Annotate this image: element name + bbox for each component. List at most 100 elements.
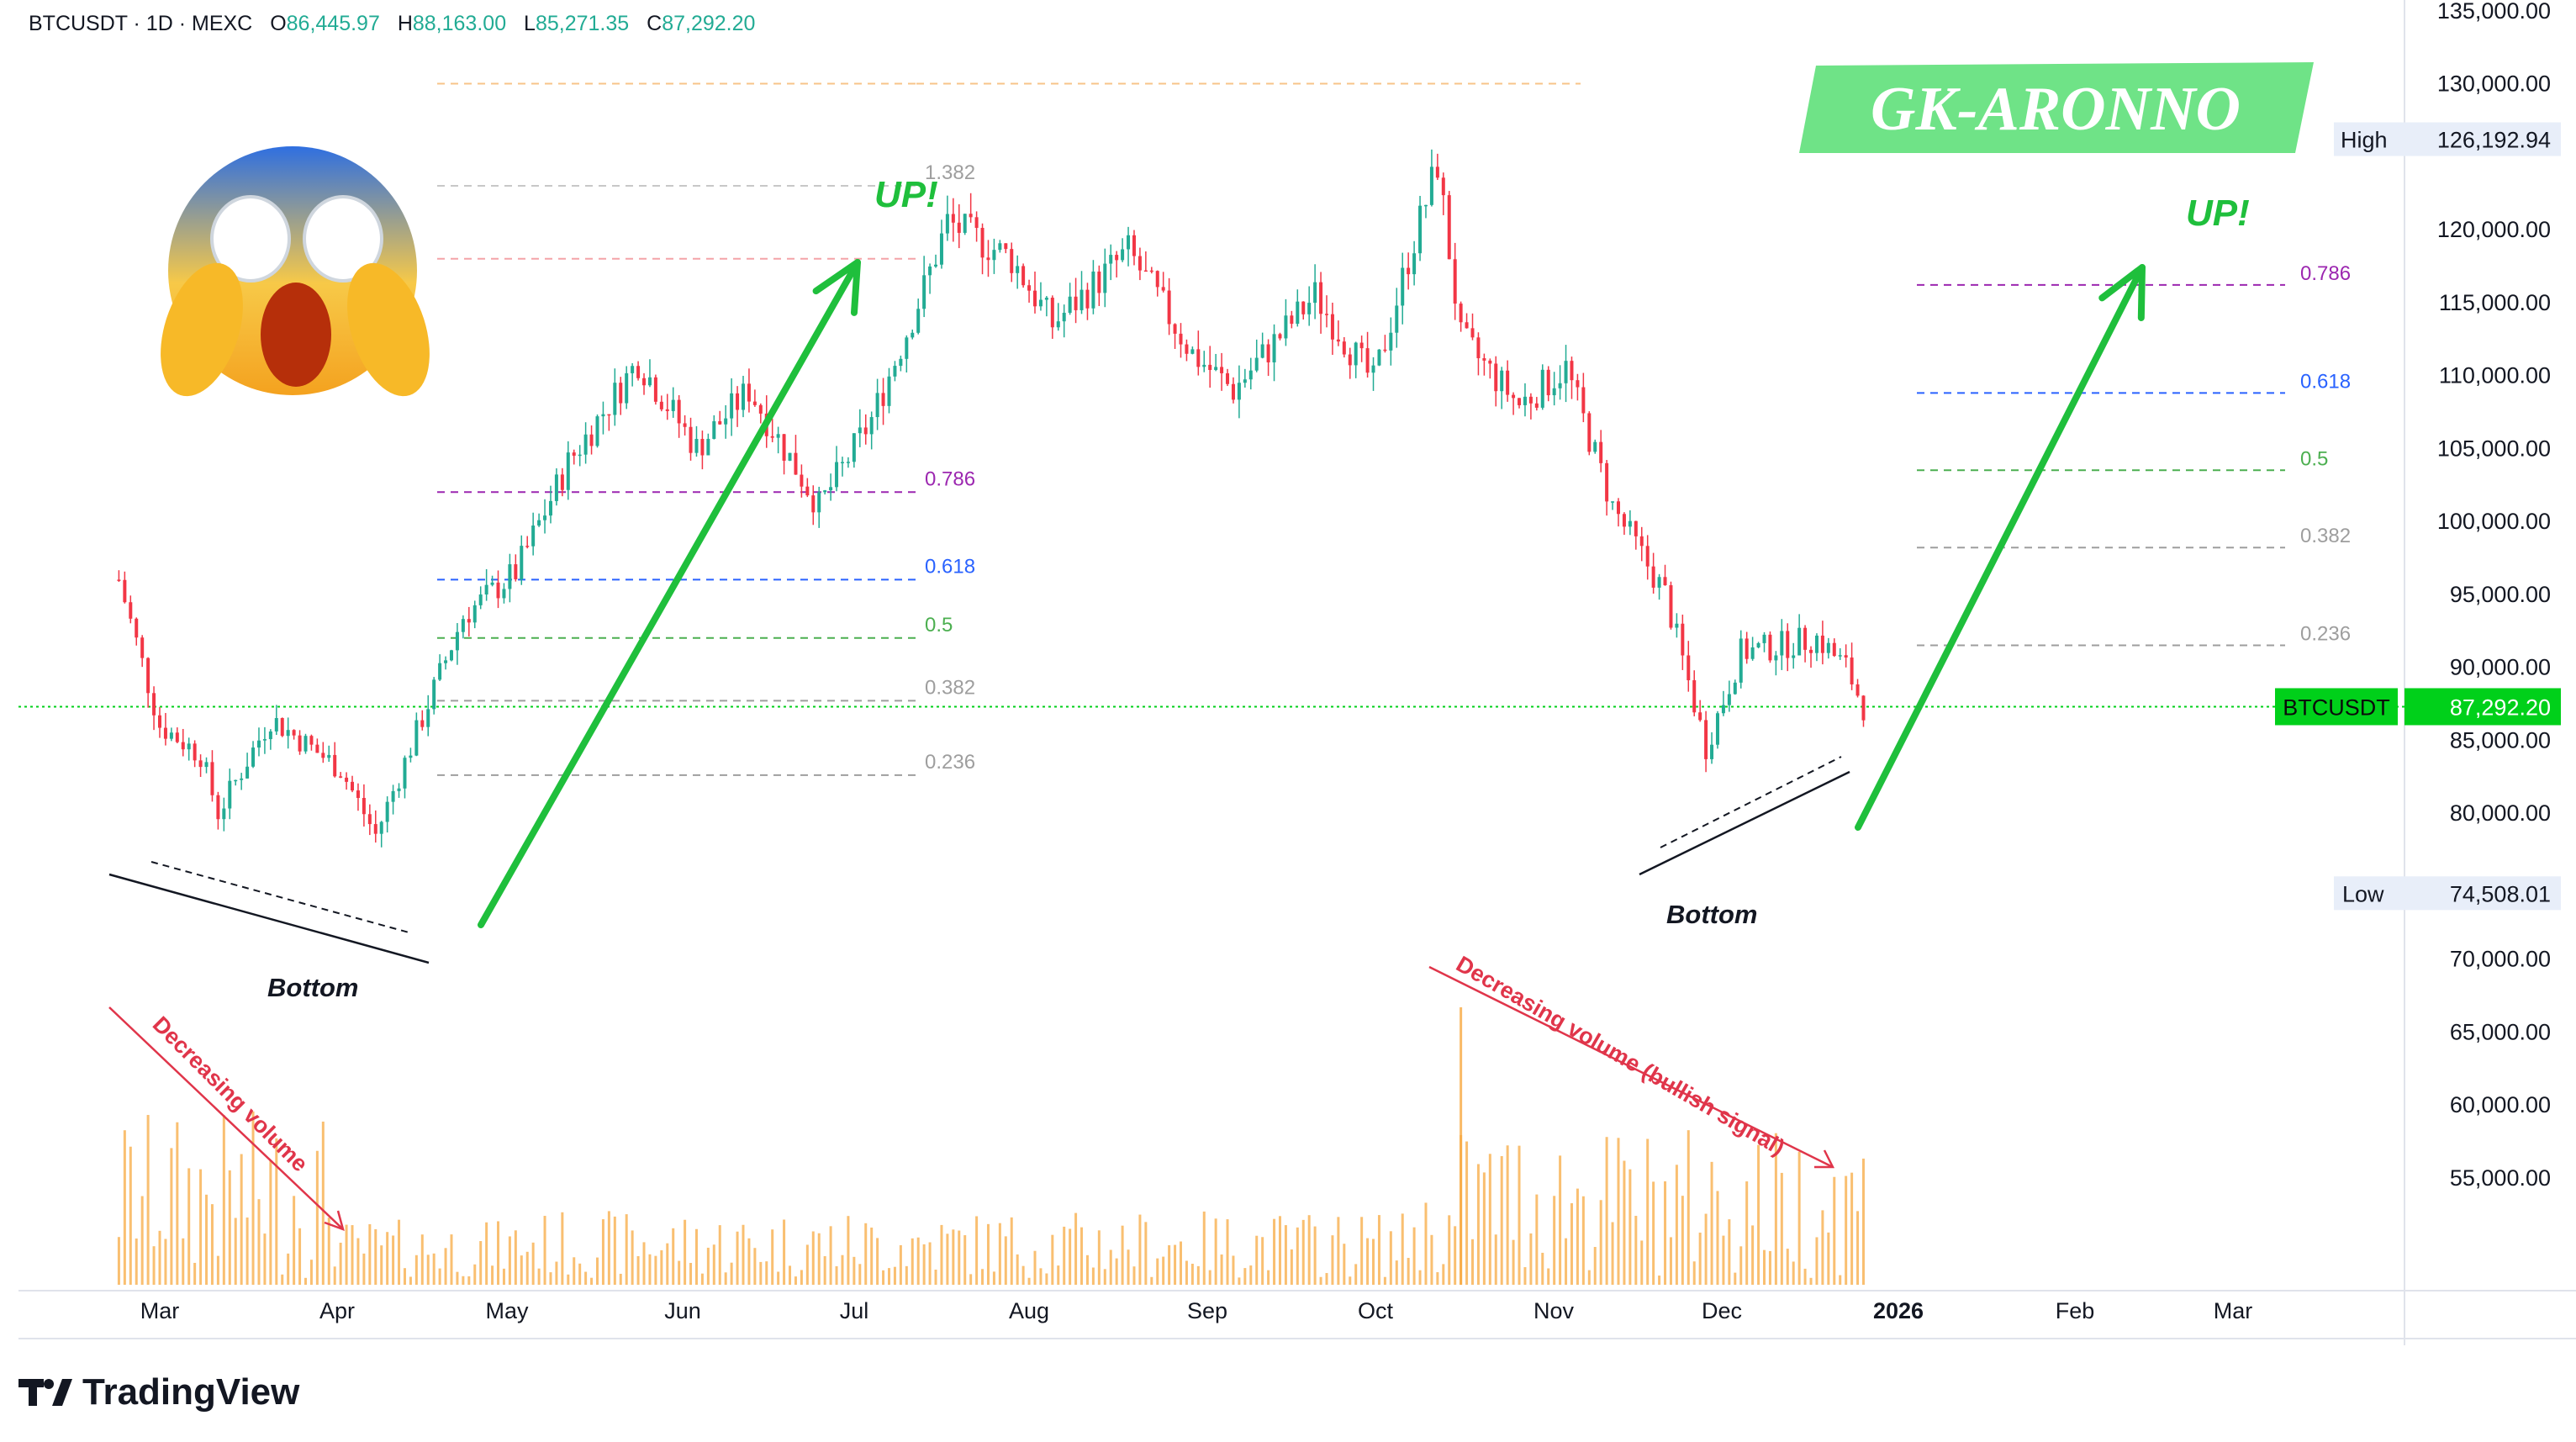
candle-body (129, 602, 133, 619)
volume-bar (584, 1271, 588, 1285)
volume-bar (1565, 1238, 1568, 1285)
candle-body (829, 487, 833, 491)
candle-body (1365, 348, 1370, 373)
candle-body (875, 393, 879, 418)
candle-body (1634, 520, 1638, 536)
candle-body (117, 579, 121, 581)
candle-body (461, 619, 465, 632)
time-tick-label: Mar (2214, 1298, 2253, 1323)
volume-bar (986, 1223, 990, 1285)
candle-body (1523, 396, 1527, 405)
candle-body (647, 377, 652, 386)
candle-body (502, 589, 506, 599)
candle-body (1237, 383, 1241, 400)
candle-body (1855, 684, 1860, 696)
volume-bar (893, 1266, 896, 1285)
candle-body (619, 383, 623, 404)
volume-bar (1127, 1249, 1130, 1285)
candle-body (1792, 655, 1796, 658)
volume-bar (1150, 1276, 1153, 1285)
volume-bar (1634, 1216, 1638, 1285)
chart-grid (18, 0, 2576, 1345)
volume-bar (135, 1238, 138, 1285)
candle-body (280, 718, 284, 737)
volume-arrow-right-head (1814, 1149, 1835, 1169)
high-tag (2334, 122, 2561, 156)
price-tick-label: 65,000.00 (2450, 1019, 2551, 1044)
volume-bar (1045, 1273, 1048, 1285)
candle-body (869, 417, 874, 435)
volume-note-right: Decreasing volume (bullish signal) (1452, 951, 1789, 1160)
candle-body (531, 526, 536, 547)
candle-body (362, 797, 366, 815)
volume-bar (1623, 1160, 1626, 1285)
candle-body (339, 776, 343, 778)
candle-body (1534, 403, 1539, 408)
volume-bar (1360, 1217, 1364, 1285)
candle-body (928, 266, 932, 276)
candle-body (321, 753, 325, 758)
candle-body (204, 762, 209, 768)
volume-bar (497, 1221, 500, 1285)
watermark-text: GK-ARONNO (1871, 75, 2241, 144)
volume-bar (199, 1169, 203, 1285)
candle-body (1418, 205, 1423, 254)
candle-body (1121, 249, 1125, 261)
volume-bar (1494, 1234, 1497, 1285)
candle-body (642, 378, 647, 386)
candle-body (1202, 364, 1206, 367)
candle-body (240, 778, 244, 780)
volume-bar (619, 1273, 622, 1285)
price-tick-label: 135,000.00 (2437, 0, 2551, 24)
candle-body (607, 414, 611, 416)
volume-bar (853, 1256, 856, 1285)
fib-level-label: 0.236 (2300, 622, 2351, 645)
volume-bar (1628, 1169, 1632, 1285)
volume-bar (888, 1268, 890, 1285)
volume-bar (759, 1261, 763, 1285)
volume-bar (176, 1122, 179, 1285)
volume-bar (1085, 1254, 1089, 1285)
candle-body (1814, 635, 1819, 653)
volume-bar (1349, 1276, 1352, 1285)
candle-body (1570, 361, 1574, 381)
volume-bar (1465, 1141, 1469, 1285)
volume-bar (1196, 1265, 1200, 1285)
volume-bar (1255, 1235, 1259, 1285)
candle-body (1290, 315, 1294, 325)
fib-level-label: 0.5 (925, 614, 953, 636)
candle-body (1605, 462, 1609, 502)
candle-body (718, 420, 722, 425)
volume-bar (817, 1233, 821, 1285)
candle-body (794, 452, 798, 475)
volume-bar (1243, 1268, 1247, 1285)
up-arrow-left (478, 259, 861, 928)
volume-bar (1121, 1225, 1124, 1285)
candle-body (730, 393, 734, 419)
volume-bar (1576, 1188, 1579, 1285)
candle-body (724, 418, 728, 425)
volume-bar (1232, 1255, 1235, 1285)
volume-bar (164, 1239, 167, 1285)
candle-body (922, 275, 926, 309)
candle-body (1004, 243, 1008, 250)
volume-bar (152, 1246, 156, 1285)
candle-body (391, 790, 395, 802)
volume-bar (426, 1254, 430, 1285)
candle-body (583, 434, 588, 455)
current-symbol-tag (2275, 688, 2398, 726)
candle-body (292, 730, 296, 736)
candle-body (175, 732, 179, 742)
volume-bar (1069, 1228, 1072, 1285)
candle-body (373, 824, 377, 834)
candle-body (572, 452, 576, 456)
candle-body (939, 233, 943, 265)
volume-bar (403, 1268, 406, 1285)
candle-body (887, 376, 891, 406)
up-arrow-left-head (812, 259, 861, 316)
volume-bar (222, 1115, 225, 1285)
candle-body (1850, 658, 1854, 684)
tradingview-logo[interactable]: TradingView (18, 1371, 299, 1413)
